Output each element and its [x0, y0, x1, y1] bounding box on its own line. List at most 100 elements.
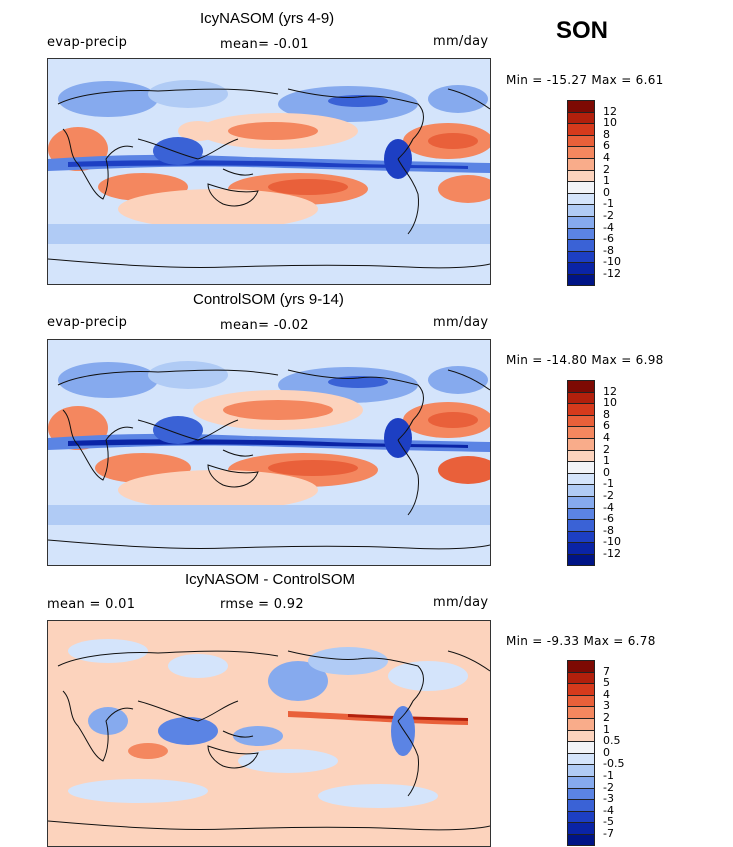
colorbar-swatch	[567, 274, 595, 286]
colorbar-tick-label: 3	[603, 699, 610, 713]
colorbar-swatch	[567, 438, 595, 450]
colorbar-swatch	[567, 810, 595, 823]
colorbar-tick-label: -6	[603, 512, 614, 526]
panel3-title: IcyNASOM - ControlSOM	[185, 571, 356, 588]
colorbar-tick-label: -8	[603, 523, 614, 537]
panel1-minmax: Min = -15.27 Max = 6.61	[506, 73, 664, 87]
colorbar-tick-label: 2	[603, 162, 610, 176]
colorbar-tick-label: 1	[603, 454, 610, 468]
colorbar-swatch	[567, 799, 595, 811]
colorbar-tick-label: 4	[603, 687, 610, 701]
colorbar-swatch	[567, 764, 595, 776]
colorbar-swatch	[567, 683, 595, 695]
colorbar-frame	[567, 380, 595, 566]
panel2-map	[47, 339, 491, 566]
colorbar-tick-label: -2	[603, 209, 614, 222]
colorbar-tick-label: -5	[603, 815, 614, 829]
colorbar-tick-label: -10	[603, 255, 621, 269]
colorbar-tick-label: 4	[603, 151, 610, 164]
colorbar-swatch	[567, 472, 595, 485]
colorbar-swatch	[567, 776, 595, 788]
colorbar-tick-label: 8	[603, 127, 610, 141]
colorbar-swatch	[567, 391, 595, 404]
colorbar-swatch	[567, 227, 595, 240]
colorbar-tick-label: 4	[603, 431, 610, 444]
panel1-map-field	[48, 59, 490, 284]
colorbar-tick-label: -2	[603, 780, 614, 794]
colorbar-tick-label: 0.5	[603, 734, 621, 748]
colorbar-tick-label: 2	[603, 711, 610, 724]
colorbar-tick-label: 10	[603, 396, 617, 410]
colorbar-tick-label: 6	[603, 419, 610, 433]
panel3-minmax: Min = -9.33 Max = 6.78	[506, 634, 656, 648]
colorbar-tick-label: 1	[603, 722, 610, 736]
panel2-minmax: Min = -14.80 Max = 6.98	[506, 353, 664, 367]
colorbar-swatch	[567, 729, 595, 742]
colorbar-tick-label: -1	[603, 197, 614, 211]
colorbar-swatch	[567, 380, 595, 392]
colorbar-swatch	[567, 461, 595, 473]
colorbar-tick-label: 8	[603, 407, 610, 421]
panel3-colorbar-cells	[567, 660, 595, 846]
colorbar-tick-label: -12	[603, 547, 621, 560]
colorbar-tick-label: -7	[603, 827, 614, 840]
panel2-map-field	[48, 340, 490, 565]
colorbar-tick-label: -3	[603, 792, 614, 806]
colorbar-swatch	[567, 741, 595, 753]
colorbar-tick-label: -1	[603, 477, 614, 491]
colorbar-tick-label: -4	[603, 803, 614, 817]
panel3-units-label: mm/day	[433, 595, 489, 610]
colorbar-swatch	[567, 834, 595, 846]
colorbar-tick-label: -0.5	[603, 757, 625, 771]
colorbar-swatch	[567, 158, 595, 170]
colorbar-tick-label: 10	[603, 116, 617, 130]
panel1-units-label: mm/day	[433, 34, 489, 49]
colorbar-swatch	[567, 706, 595, 718]
colorbar-tick-label: -10	[603, 535, 621, 549]
colorbar-tick-label: -2	[603, 489, 614, 502]
panel1-colorbar-cells	[567, 100, 595, 286]
colorbar-swatch	[567, 250, 595, 263]
panel3-rmse-label: rmse = 0.92	[220, 597, 304, 612]
colorbar-tick-label: -4	[603, 500, 614, 514]
colorbar-frame	[567, 100, 595, 286]
colorbar-swatch	[567, 718, 595, 730]
colorbar-tick-label: 0	[603, 465, 610, 479]
colorbar-frame	[567, 660, 595, 846]
colorbar-swatch	[567, 426, 595, 438]
panel1-mean-label: mean= -0.01	[220, 37, 309, 52]
colorbar-swatch	[567, 169, 595, 182]
colorbar-swatch	[567, 216, 595, 228]
colorbar-swatch	[567, 822, 595, 834]
colorbar-swatch	[567, 530, 595, 543]
colorbar-tick-label: 1	[603, 174, 610, 188]
colorbar-swatch	[567, 181, 595, 193]
colorbar-swatch	[567, 204, 595, 216]
colorbar-tick-label: 7	[603, 664, 610, 678]
colorbar-swatch	[567, 787, 595, 800]
panel2-field-label: evap-precip	[47, 315, 128, 330]
colorbar-tick-label: 2	[603, 442, 610, 456]
panel1-title: IcyNASOM (yrs 4-9)	[200, 10, 335, 27]
colorbar-swatch	[567, 496, 595, 508]
colorbar-swatch	[567, 262, 595, 274]
colorbar-swatch	[567, 239, 595, 251]
colorbar-swatch	[567, 752, 595, 765]
colorbar-tick-label: 0	[603, 745, 610, 759]
colorbar-swatch	[567, 671, 595, 684]
season-label: SON	[556, 17, 609, 44]
panel1-field-label: evap-precip	[47, 35, 128, 50]
colorbar-tick-label: -6	[603, 232, 614, 246]
colorbar-tick-label: -12	[603, 267, 621, 280]
colorbar-swatch	[567, 660, 595, 672]
colorbar-swatch	[567, 146, 595, 158]
panel3-mean-label: mean = 0.01	[47, 597, 136, 612]
colorbar-swatch	[567, 507, 595, 520]
colorbar-swatch	[567, 484, 595, 496]
colorbar-tick-label: 12	[603, 104, 617, 118]
colorbar-tick-label: 5	[603, 676, 610, 690]
colorbar-swatch	[567, 123, 595, 135]
panel3-map-field	[48, 621, 490, 846]
colorbar-swatch	[567, 192, 595, 205]
panel2-mean-label: mean= -0.02	[220, 318, 309, 333]
